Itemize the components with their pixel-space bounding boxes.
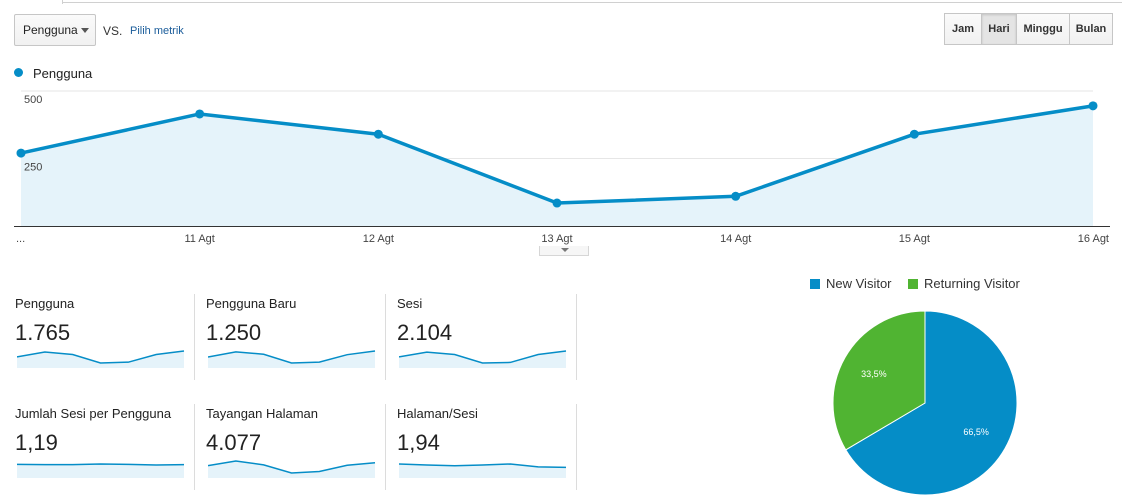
sparkline-line [208, 350, 376, 364]
metric-divider [576, 404, 577, 490]
y-tick-label: 250 [24, 162, 42, 174]
granularity-button-minggu[interactable]: Minggu [1016, 13, 1070, 45]
metric-label: Sesi [397, 296, 423, 311]
pie-slice-new-visitor[interactable] [845, 310, 1018, 496]
sparkline [17, 463, 185, 478]
granularity-button-bulan[interactable]: Bulan [1069, 13, 1113, 45]
granularity-toggle: Jam Hari Minggu Bulan [944, 13, 1113, 45]
pick-metric-link[interactable]: Pilih metrik [130, 25, 184, 37]
sparkline [17, 350, 185, 368]
pie-legend-new: New Visitor [810, 276, 892, 291]
metric-divider [194, 294, 195, 380]
sparkline-area [17, 464, 184, 478]
x-tick-label: 16 Agt [1078, 233, 1109, 245]
tab-divider [62, 2, 1122, 3]
series-area [21, 105, 1093, 226]
metric-value: 1,19 [15, 430, 58, 455]
sparkline-area [208, 351, 375, 368]
sparkline [208, 460, 376, 478]
metric-value: 1.250 [206, 320, 262, 345]
sparkline [208, 350, 376, 368]
data-point[interactable] [16, 148, 26, 158]
metric-label: Tayangan Halaman [206, 406, 319, 421]
metric-value: 4.077 [206, 430, 262, 455]
y-tick-label: 500 [24, 94, 42, 106]
metric-value: 1,94 [397, 430, 440, 455]
sparkline-line [17, 350, 185, 364]
metric-label: Halaman/Sesi [397, 406, 478, 421]
sparkline-line [399, 463, 567, 469]
pie-value-label: 66,5% [963, 427, 989, 437]
dropdown-caret-icon [81, 28, 89, 33]
returning-visitor-swatch-icon [908, 279, 918, 289]
active-tab-edge [0, 0, 63, 4]
metric-card[interactable]: Tayangan Halaman 4.077 [206, 404, 396, 490]
sparkline-line [208, 460, 376, 474]
x-tick-label: ... [16, 233, 25, 245]
granularity-button-hari[interactable]: Hari [981, 13, 1017, 45]
line-chart: 500 250... 11 Agt 12 Agt 13 Agt 14 Agt 15 Agt 1… [14, 90, 1110, 245]
metric-value: 1.765 [15, 320, 71, 345]
data-point[interactable] [909, 129, 919, 139]
data-point[interactable] [195, 109, 205, 119]
series-legend-label: Pengguna [33, 66, 93, 81]
metric-select-value: Pengguna [23, 23, 78, 37]
metric-label: Jumlah Sesi per Pengguna [15, 406, 172, 421]
metric-label: Pengguna [15, 296, 75, 311]
metric-select[interactable]: Pengguna [14, 14, 96, 46]
data-point[interactable] [552, 198, 562, 208]
pie-value-label: 33,5% [861, 369, 887, 379]
metric-value: 2.104 [397, 320, 453, 345]
metric-card[interactable]: Pengguna Baru 1.250 [206, 294, 396, 380]
metric-card[interactable]: Pengguna 1.765 [15, 294, 205, 380]
vs-label: VS. [103, 24, 123, 38]
sparkline-area [399, 464, 566, 478]
new-visitor-swatch-icon [810, 279, 820, 289]
metric-card[interactable]: Halaman/Sesi 1,94 [397, 404, 587, 490]
pie-legend-new-label: New Visitor [826, 276, 892, 291]
x-tick-label: 13 Agt [541, 233, 572, 245]
collapse-chevron-icon [561, 248, 569, 252]
metric-card[interactable]: Jumlah Sesi per Pengguna 1,19 [15, 404, 205, 490]
sparkline-area [399, 351, 566, 368]
pie-slice-returning-visitor[interactable] [832, 310, 926, 451]
data-point[interactable] [731, 191, 741, 201]
data-point[interactable] [1088, 101, 1098, 111]
data-point[interactable] [373, 129, 383, 139]
sparkline-area [208, 461, 375, 478]
visitor-pie-chart: 66,5% 33,5% [832, 310, 1018, 496]
x-tick-label: 14 Agt [720, 233, 751, 245]
metric-divider [576, 294, 577, 380]
series-legend-dot-icon [14, 68, 23, 77]
pie-legend-returning: Returning Visitor [908, 276, 1020, 291]
x-tick-label: 11 Agt [184, 233, 214, 245]
x-tick-label: 12 Agt [363, 233, 394, 245]
collapse-chart-button[interactable] [539, 246, 589, 256]
granularity-button-jam[interactable]: Jam [944, 13, 982, 45]
x-tick-label: 15 Agt [899, 233, 930, 245]
metric-divider [385, 294, 386, 380]
pie-legend-returning-label: Returning Visitor [924, 276, 1020, 291]
sparkline-line [17, 463, 185, 466]
sparkline [399, 463, 567, 478]
metric-divider [385, 404, 386, 490]
metric-label: Pengguna Baru [206, 296, 297, 311]
sparkline-area [17, 351, 184, 368]
metric-card[interactable]: Sesi 2.104 [397, 294, 587, 380]
sparkline-line [399, 350, 567, 364]
sparkline [399, 350, 567, 368]
report-tab-strip [0, 0, 1122, 4]
metric-divider [194, 404, 195, 490]
